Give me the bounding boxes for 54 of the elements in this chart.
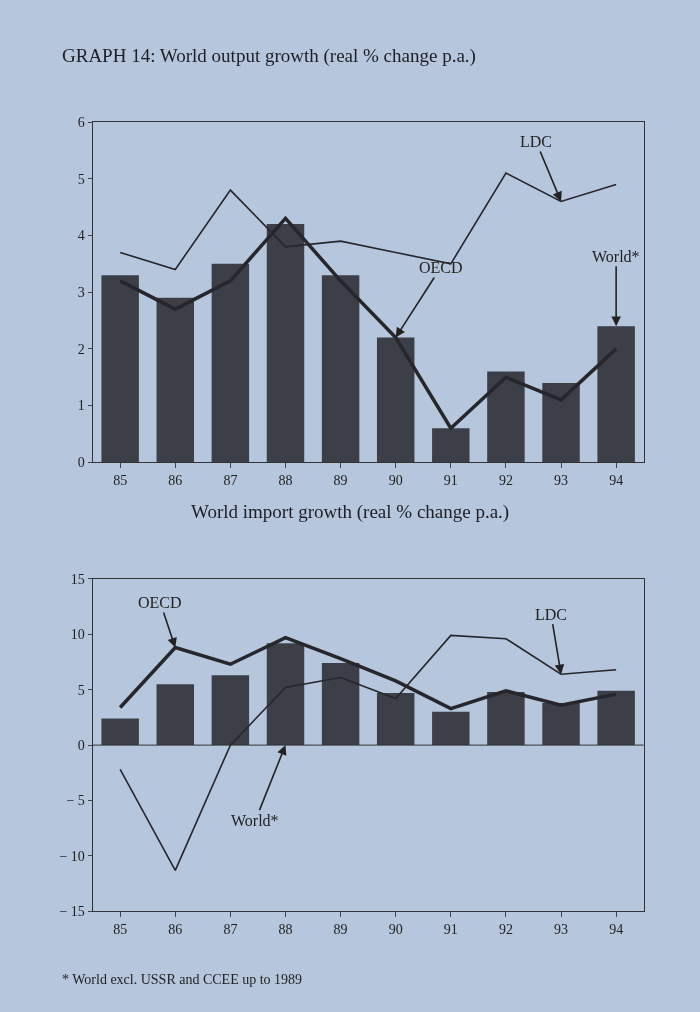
bar [542, 703, 580, 746]
y-tick-label: − 15 [59, 904, 85, 920]
y-tick-label: 3 [77, 285, 85, 301]
y-tick-label: 0 [77, 455, 85, 471]
annotation: OECD [419, 259, 463, 276]
bar [487, 691, 525, 746]
y-tick-label: 2 [77, 341, 85, 357]
x-tick-label: 92 [498, 473, 513, 489]
y-tick-label: 0 [77, 738, 85, 754]
x-tick-label: 92 [498, 922, 513, 938]
x-tick-label: 88 [278, 473, 293, 489]
annotation: OECD [138, 594, 182, 611]
x-tick-label: 94 [609, 922, 624, 938]
x-tick-label: 91 [443, 473, 458, 489]
y-tick-label: 5 [77, 682, 85, 698]
x-tick-label: 93 [554, 473, 569, 489]
y-tick-label: 1 [77, 398, 85, 414]
y-tick-label: − 10 [59, 848, 85, 864]
y-tick-label: 15 [70, 571, 85, 587]
annotation: LDC [520, 133, 552, 150]
x-tick-label: 88 [278, 922, 293, 938]
y-tick-label: 5 [77, 171, 85, 187]
x-tick-label: 90 [388, 473, 403, 489]
x-tick-label: 89 [333, 473, 348, 489]
bar [266, 643, 305, 746]
annotation: LDC [535, 606, 567, 623]
bar [156, 684, 194, 746]
chart-title: GRAPH 14: World output growth (real % change p.a.) [62, 45, 476, 67]
y-tick-label: 4 [77, 228, 85, 244]
x-tick-label: 90 [388, 922, 403, 938]
bar [211, 675, 250, 746]
text: * World excl. USSR and CCEE up to 1989 [62, 972, 303, 987]
x-tick-label: 87 [223, 473, 238, 489]
x-tick-label: 93 [554, 922, 569, 938]
bar [321, 663, 360, 746]
chart-title: World import growth (real % change p.a.) [191, 501, 510, 523]
y-tick-label: − 5 [66, 793, 85, 809]
x-tick-label: 85 [113, 473, 128, 489]
x-tick-label: 86 [168, 922, 183, 938]
x-tick-label: 89 [333, 922, 348, 938]
line-series [119, 634, 617, 872]
x-tick-label: 85 [113, 922, 128, 938]
bar [101, 718, 139, 746]
x-tick-label: 94 [609, 473, 624, 489]
bar [376, 693, 415, 746]
y-tick-label: 10 [70, 627, 85, 643]
y-tick-label: 6 [77, 114, 85, 130]
annotation: World* [592, 248, 640, 265]
x-tick-label: 86 [168, 473, 183, 489]
x-tick-label: 91 [443, 922, 458, 938]
bar [432, 711, 470, 746]
annotation: World* [231, 812, 279, 829]
x-tick-label: 87 [223, 922, 238, 938]
bar [597, 690, 635, 746]
